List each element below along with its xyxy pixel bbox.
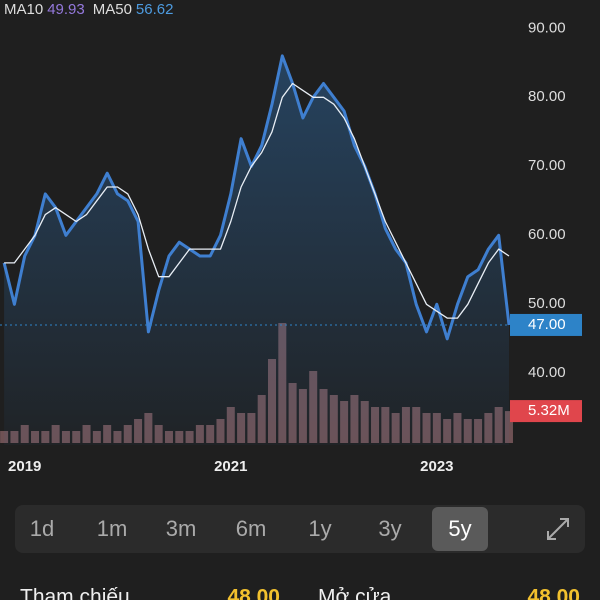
stat-label: Mở cửa: [318, 586, 392, 600]
y-tick-label: 40.00: [528, 364, 566, 381]
indicator-name: MA50: [93, 1, 132, 18]
y-tick-label: 90.00: [528, 19, 566, 36]
stat-label: Tham chiếu: [20, 586, 130, 600]
x-tick-label: 2023: [420, 458, 453, 475]
y-tick-label: 70.00: [528, 157, 566, 174]
ma-line: [4, 82, 510, 319]
stat-value: 48.00: [527, 586, 580, 600]
volume-tag-label: 5.32M: [528, 402, 570, 419]
range-button[interactable]: 1d: [30, 516, 54, 541]
expand-icon[interactable]: [547, 518, 569, 540]
x-tick-label: 2019: [8, 458, 41, 475]
price-line: [2, 54, 511, 341]
range-button[interactable]: 1m: [97, 516, 128, 541]
stat-value: 48.00: [227, 586, 280, 600]
volume-tag: [510, 400, 582, 423]
indicator-value: 49.93: [47, 1, 85, 18]
range-button[interactable]: 3m: [166, 516, 197, 541]
indicator-name: MA10: [4, 1, 43, 18]
range-button[interactable]: 3y: [378, 516, 401, 541]
range-button[interactable]: 5y: [448, 516, 471, 541]
y-tick-label: 50.00: [528, 295, 566, 312]
x-tick-label: 2021: [214, 458, 247, 475]
range-button[interactable]: 1y: [308, 516, 331, 541]
range-selected: [432, 507, 488, 551]
y-tick-label: 80.00: [528, 88, 566, 105]
indicator-value: 56.62: [136, 1, 174, 18]
y-tick-label: 60.00: [528, 226, 566, 243]
range-button[interactable]: 6m: [236, 516, 267, 541]
price-tag: [510, 313, 582, 336]
price-tag-label: 47.00: [528, 316, 566, 333]
price-area: [4, 55, 509, 446]
